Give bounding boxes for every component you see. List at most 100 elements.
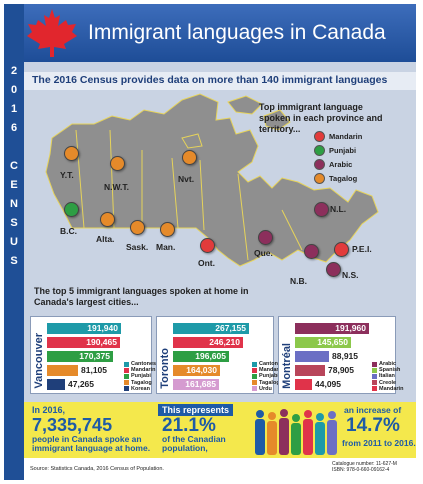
stat-2-intro: This represents (158, 404, 234, 416)
bar-italian (295, 351, 329, 362)
province-label-nvt: Nvt. (178, 174, 195, 184)
legend-swatch (124, 361, 129, 367)
province-label-ns: N.S. (342, 270, 359, 280)
province-label-alta: Alta. (96, 234, 115, 244)
legend-label: Tagalog (329, 174, 358, 183)
city-chart-toronto: Toronto 267,155 246,210 196,605 164,030 161,… (156, 316, 287, 394)
legend-swatch (124, 380, 129, 386)
bar-value-label: 190,465 (86, 337, 117, 347)
city-legend: Cantonese Mandarin Punjabi Tagalog Korean (124, 361, 159, 392)
legend-swatch (124, 367, 129, 373)
province-label-nb: N.B. (290, 276, 307, 286)
city-chart-vancouver: Vancouver 191,940 190,465 170,375 81,105 47,… (30, 316, 159, 394)
legend-text: Mandarin (379, 385, 404, 392)
city-legend-item: Tagalog (124, 380, 159, 386)
canada-map (45, 93, 379, 267)
legend-text: Urdu (259, 385, 272, 392)
city-legend-item: Spanish (372, 367, 403, 373)
province-dot-pei (334, 242, 349, 257)
legend-swatch (372, 386, 377, 392)
legend-text: Cantonese (131, 361, 160, 367)
province-label-nwt: N.W.T. (104, 182, 130, 192)
bar-korean (47, 379, 65, 390)
bar-mandarin: 246,210 (173, 337, 243, 348)
infographic: 2 0 1 6 C E N S U S Immigrant languages … (4, 4, 416, 480)
bar-value-label: 191,960 (335, 323, 366, 333)
city-legend-item: Creole (372, 380, 403, 386)
legend-text: Cantonese (259, 361, 288, 367)
footer: Source: Statistics Canada, 2016 Census o… (24, 458, 416, 480)
province-label-ont: Ont. (198, 258, 215, 268)
legend-swatch (252, 386, 257, 392)
province-label-nl: N.L. (330, 204, 347, 214)
legend-text: Mandarin (131, 367, 156, 374)
legend-swatch (372, 361, 377, 367)
maple-leaf-icon (27, 9, 77, 57)
bar-value-label: 196,605 (195, 351, 226, 361)
bar-value-label: 81,105 (81, 365, 107, 375)
province-dot-yt (64, 146, 79, 161)
legend-text: Punjabi (131, 373, 151, 380)
bar-value-label: 88,915 (332, 351, 358, 361)
bar-punjabi: 196,605 (173, 351, 229, 362)
city-legend-item: Mandarin (372, 386, 403, 392)
bar-value-label: 47,265 (68, 379, 94, 389)
stat-2-number: 21.1% (162, 415, 216, 436)
legend-dot (314, 131, 325, 142)
legend-text: Mandarin (259, 367, 284, 374)
legend-text: Tagalog (259, 379, 280, 386)
subtitle-bar: The 2016 Census provides data on more th… (24, 72, 416, 90)
bar-value-label: 164,030 (186, 365, 217, 375)
city-name: Montréal (281, 343, 293, 389)
legend-dot (314, 145, 325, 156)
legend-dot (314, 173, 325, 184)
bar-arabic: 191,960 (295, 323, 369, 334)
bar-value-label: 191,940 (87, 323, 118, 333)
bar-cantonese: 267,155 (173, 323, 249, 334)
province-label-yt: Y.T. (60, 170, 74, 180)
province-label-pei: P.E.I. (352, 244, 372, 254)
city-legend-item: Cantonese (252, 361, 287, 367)
legend-label: Punjabi (329, 146, 357, 155)
subtitle: The 2016 Census provides data on more th… (32, 74, 388, 86)
bar-value-label: 161,685 (185, 379, 216, 389)
city-legend: Arabic Spanish Italian Creole Mandarin (372, 361, 403, 392)
legend-text: Spanish (379, 367, 401, 374)
province-dot-nwt (110, 156, 125, 171)
catalogue-number: Catalogue number: 11-627-M (332, 461, 397, 467)
province-dot-nb (304, 244, 319, 259)
legend-title: Top immigrant language spoken in each pr… (259, 102, 383, 134)
bar-urdu: 161,685 (173, 379, 219, 390)
city-legend-item: Korean (124, 386, 159, 392)
map-islands (181, 95, 291, 149)
legend-item-punjabi: Punjabi (314, 145, 356, 156)
city-legend-item: Arabic (372, 361, 403, 367)
province-dot-que (258, 230, 273, 245)
legend-swatch (124, 386, 129, 392)
legend-text: Tagalog (131, 379, 152, 386)
bar-tagalog: 164,030 (173, 365, 220, 376)
bar-value-label: 44,095 (315, 379, 341, 389)
cities-caption: The top 5 immigrant languages spoken at … (34, 286, 249, 307)
legend-item-mandarin: Mandarin (314, 131, 362, 142)
province-label-sask: Sask. (126, 242, 149, 252)
isbn: ISBN: 978-0-660-09162-4 (332, 467, 390, 473)
source-note: Source: Statistics Canada, 2016 Census o… (30, 466, 164, 472)
province-label-bc: B.C. (60, 226, 77, 236)
legend-swatch (252, 380, 257, 386)
stat-3-text: from 2011 to 2016. (342, 438, 416, 448)
legend-text: Korean (131, 385, 150, 392)
city-legend-item: Urdu (252, 386, 287, 392)
legend-text: Creole (379, 379, 397, 386)
legend-text: Italian (379, 373, 395, 380)
side-census-text: 2 0 1 6 C E N S U S (10, 65, 18, 267)
legend-item-arabic: Arabic (314, 159, 352, 170)
legend-swatch (124, 374, 129, 379)
city-legend-item: Mandarin (124, 367, 159, 373)
stats-strip: In 2016, 7,335,745 people in Canada spok… (24, 402, 416, 458)
map-borders (75, 129, 303, 261)
province-label-man: Man. (156, 242, 176, 252)
stat-1-intro: In 2016, (32, 405, 66, 415)
city-legend-item: Tagalog (252, 380, 287, 386)
legend-swatch (252, 374, 257, 379)
